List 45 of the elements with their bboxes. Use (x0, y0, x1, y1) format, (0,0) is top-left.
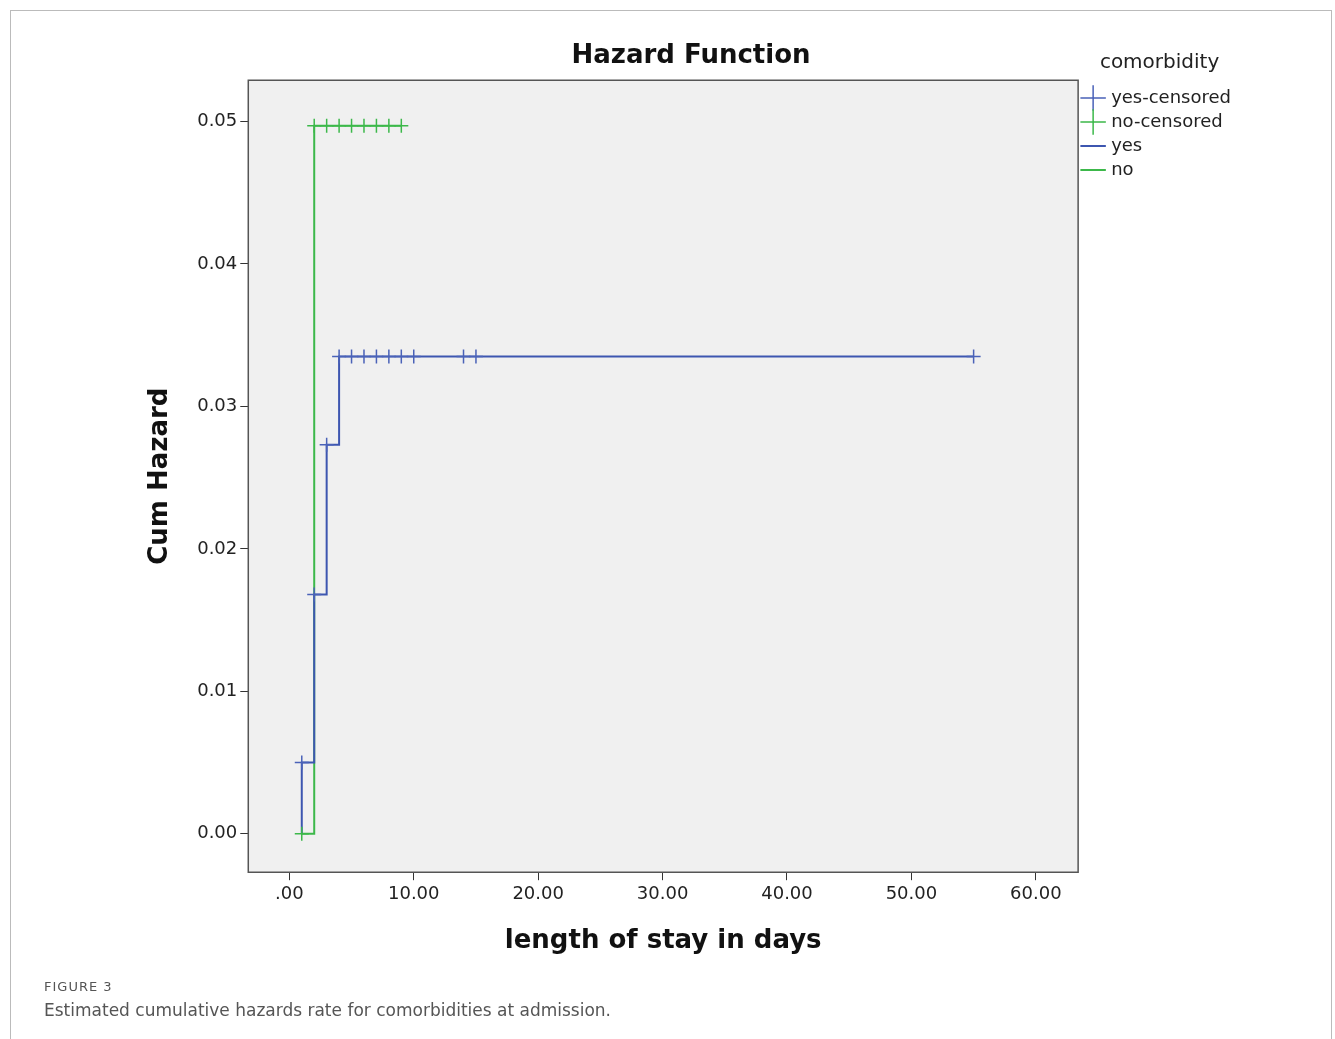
point (393, 348, 410, 365)
point (368, 348, 385, 365)
x-tick-label: 60.00 (1010, 881, 1062, 903)
point (331, 118, 347, 134)
x-tick-label: 10.00 (387, 881, 440, 903)
legend-label: yes (1111, 133, 1143, 155)
x-tick-label: 40.00 (761, 881, 813, 903)
point (368, 118, 385, 134)
caption: FIGURE 3 (44, 979, 114, 994)
point (294, 825, 310, 842)
point (331, 348, 347, 365)
x-tick-label: 20.00 (512, 881, 564, 903)
legend-label: no-censored (1111, 109, 1223, 131)
point (455, 348, 472, 365)
x-tick-label: 30.00 (636, 881, 689, 903)
point (306, 118, 322, 134)
point (356, 118, 372, 134)
y-tick-label: 0.01 (197, 678, 238, 700)
chart-title: Hazard Function (571, 39, 811, 70)
x-tick-label: 50.00 (885, 881, 938, 903)
y-tick-label: 0.02 (197, 536, 238, 558)
point (306, 586, 322, 603)
point (294, 754, 310, 771)
y-tick-label: 0.00 (197, 821, 238, 843)
point (468, 348, 484, 365)
point (406, 348, 422, 365)
point (381, 118, 397, 134)
point (356, 348, 372, 365)
y-tick-label: 0.04 (197, 251, 238, 273)
point (965, 348, 982, 365)
y-tick-label: 0.03 (197, 394, 238, 416)
point (381, 348, 397, 365)
legend-label: yes-censored (1111, 85, 1231, 107)
point (318, 118, 335, 134)
x-tick-label: .00 (275, 881, 304, 903)
point (393, 118, 410, 134)
y-axis-title: Cum Hazard (143, 387, 174, 565)
legend-title: comorbidity (1099, 49, 1220, 74)
y-tick-label: 0.05 (197, 109, 238, 131)
x-axis-title: length of stay in days (504, 924, 822, 955)
text: Estimated cumulative hazards rate for comorbidities at admission. (44, 1000, 612, 1020)
point (343, 348, 360, 365)
point (343, 118, 360, 134)
point (318, 437, 335, 453)
legend-label: no (1111, 157, 1134, 179)
